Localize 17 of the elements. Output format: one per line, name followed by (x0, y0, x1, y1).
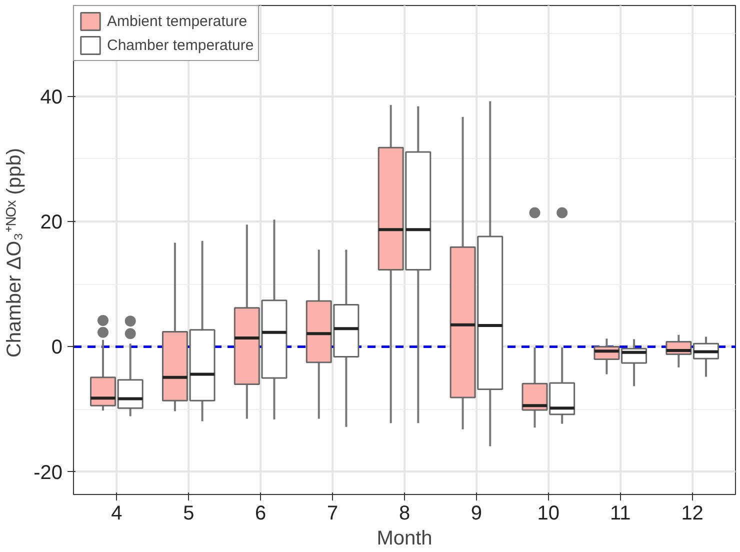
x-tick-label: 8 (398, 502, 410, 524)
y-axis-title: Chamber ΔO₃⁺ᴺᴼˣ (ppb) (4, 148, 26, 358)
y-tick-label: 40 (40, 86, 63, 108)
x-tick-label: 9 (470, 502, 482, 524)
legend-label: Chamber temperature (107, 36, 254, 54)
x-tick-label: 12 (681, 502, 704, 524)
x-tick-label: 6 (255, 502, 266, 524)
y-tick-label: 0 (51, 336, 62, 359)
x-tick-label: 11 (610, 502, 631, 524)
x-tick-label: 7 (326, 502, 338, 524)
x-tick-label: 10 (537, 502, 560, 524)
y-tick-label: 20 (40, 212, 63, 234)
y-tick-label: -20 (34, 462, 62, 484)
legend-label: Ambient temperature (107, 12, 248, 30)
x-tick-label: 5 (183, 502, 194, 524)
x-tick-label: 4 (111, 502, 122, 524)
x-axis-title: Month (376, 528, 432, 550)
